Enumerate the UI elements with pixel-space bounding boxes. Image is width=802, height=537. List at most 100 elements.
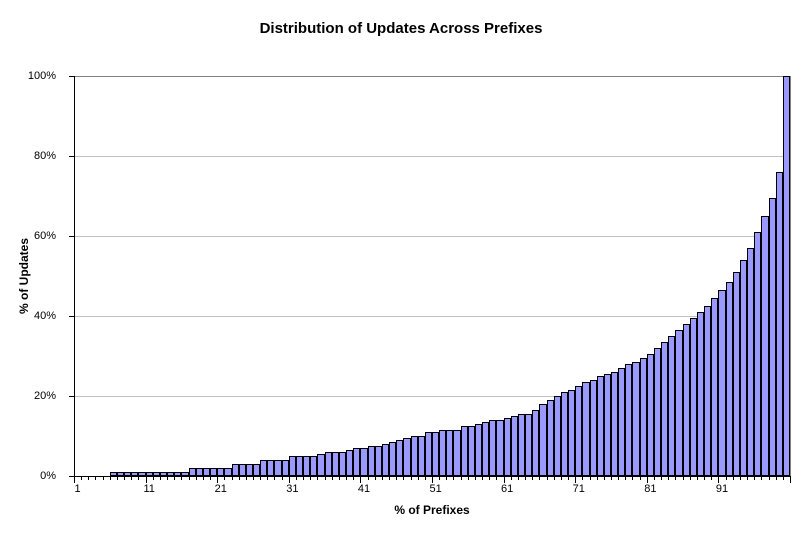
bar: [646, 354, 654, 476]
x-tick: [238, 477, 240, 480]
x-tick: [775, 477, 777, 480]
bar: [231, 464, 239, 476]
bar: [775, 172, 783, 476]
y-tick: [69, 236, 74, 237]
bar: [260, 460, 268, 476]
x-tick: [439, 477, 441, 480]
bar: [768, 198, 776, 476]
x-tick: [109, 477, 111, 480]
x-tick: [668, 477, 670, 480]
y-tick: [69, 396, 74, 397]
x-tick: [661, 477, 663, 480]
bar: [725, 282, 733, 476]
x-tick: [159, 477, 161, 480]
bar: [539, 404, 547, 476]
bar: [639, 358, 647, 476]
bar: [632, 362, 640, 476]
bar: [331, 452, 339, 476]
x-tick: [747, 477, 749, 480]
x-tick: [389, 477, 391, 480]
x-tick-label: 41: [357, 483, 371, 495]
x-tick: [732, 477, 734, 480]
bar: [568, 390, 576, 476]
bar: [603, 374, 611, 476]
bar: [217, 468, 225, 476]
bar: [389, 442, 397, 476]
bar: [596, 376, 604, 476]
bar: [553, 396, 561, 476]
bar: [303, 456, 311, 476]
x-tick: [546, 477, 548, 480]
bar: [188, 468, 196, 476]
x-tick: [210, 477, 212, 480]
bar: [696, 312, 705, 476]
bar: [410, 436, 418, 476]
x-tick: [539, 477, 541, 480]
bar: [109, 472, 117, 476]
x-tick-label: 11: [143, 483, 155, 495]
bar: [424, 432, 432, 476]
x-tick: [88, 477, 90, 480]
bar: [274, 460, 282, 476]
bar: [661, 342, 669, 476]
x-tick: [467, 477, 469, 480]
x-tick: [381, 477, 383, 480]
x-tick: [782, 477, 784, 480]
gridline: [75, 156, 790, 157]
x-tick-label: 21: [214, 483, 227, 495]
bar: [689, 318, 697, 476]
x-tick: [295, 477, 297, 480]
x-tick: [725, 477, 727, 480]
x-tick-label: 91: [715, 483, 729, 495]
bar: [288, 456, 296, 476]
x-tick: [553, 477, 555, 480]
bar: [704, 306, 712, 476]
bar: [210, 468, 218, 476]
bar: [145, 472, 153, 476]
x-axis-line: [74, 476, 791, 477]
bar: [582, 382, 590, 476]
x-tick: [145, 477, 147, 483]
x-tick: [582, 477, 584, 480]
bar: [245, 464, 253, 476]
bar: [124, 472, 132, 476]
x-tick: [503, 477, 505, 483]
x-tick: [195, 477, 197, 480]
bar: [138, 472, 146, 476]
x-tick: [653, 477, 655, 480]
x-tick: [267, 477, 269, 480]
x-tick: [231, 477, 233, 480]
x-tick: [603, 477, 605, 480]
x-tick: [446, 477, 448, 480]
bar: [432, 432, 440, 476]
x-tick: [575, 477, 577, 483]
x-tick: [102, 477, 104, 480]
x-tick: [761, 477, 763, 480]
bar: [116, 472, 125, 476]
x-tick: [324, 477, 326, 480]
y-tick-label: 80%: [33, 150, 56, 162]
y-tick-label: 60%: [33, 230, 56, 242]
x-tick: [310, 477, 312, 480]
x-tick: [281, 477, 283, 480]
bar: [517, 414, 526, 476]
bar: [532, 410, 540, 476]
bar: [167, 472, 175, 476]
x-tick: [718, 477, 720, 483]
x-tick: [739, 477, 741, 480]
x-tick: [460, 477, 462, 480]
x-tick: [696, 477, 698, 480]
x-tick: [260, 477, 262, 480]
bar: [625, 364, 633, 476]
x-tick: [474, 477, 476, 480]
bar: [446, 430, 454, 476]
x-tick: [288, 477, 290, 483]
x-tick: [131, 477, 133, 480]
bar: [417, 436, 425, 476]
x-tick: [611, 477, 612, 480]
x-tick: [217, 477, 219, 483]
x-tick: [711, 477, 713, 480]
bar: [761, 216, 769, 476]
x-tick: [417, 477, 419, 480]
